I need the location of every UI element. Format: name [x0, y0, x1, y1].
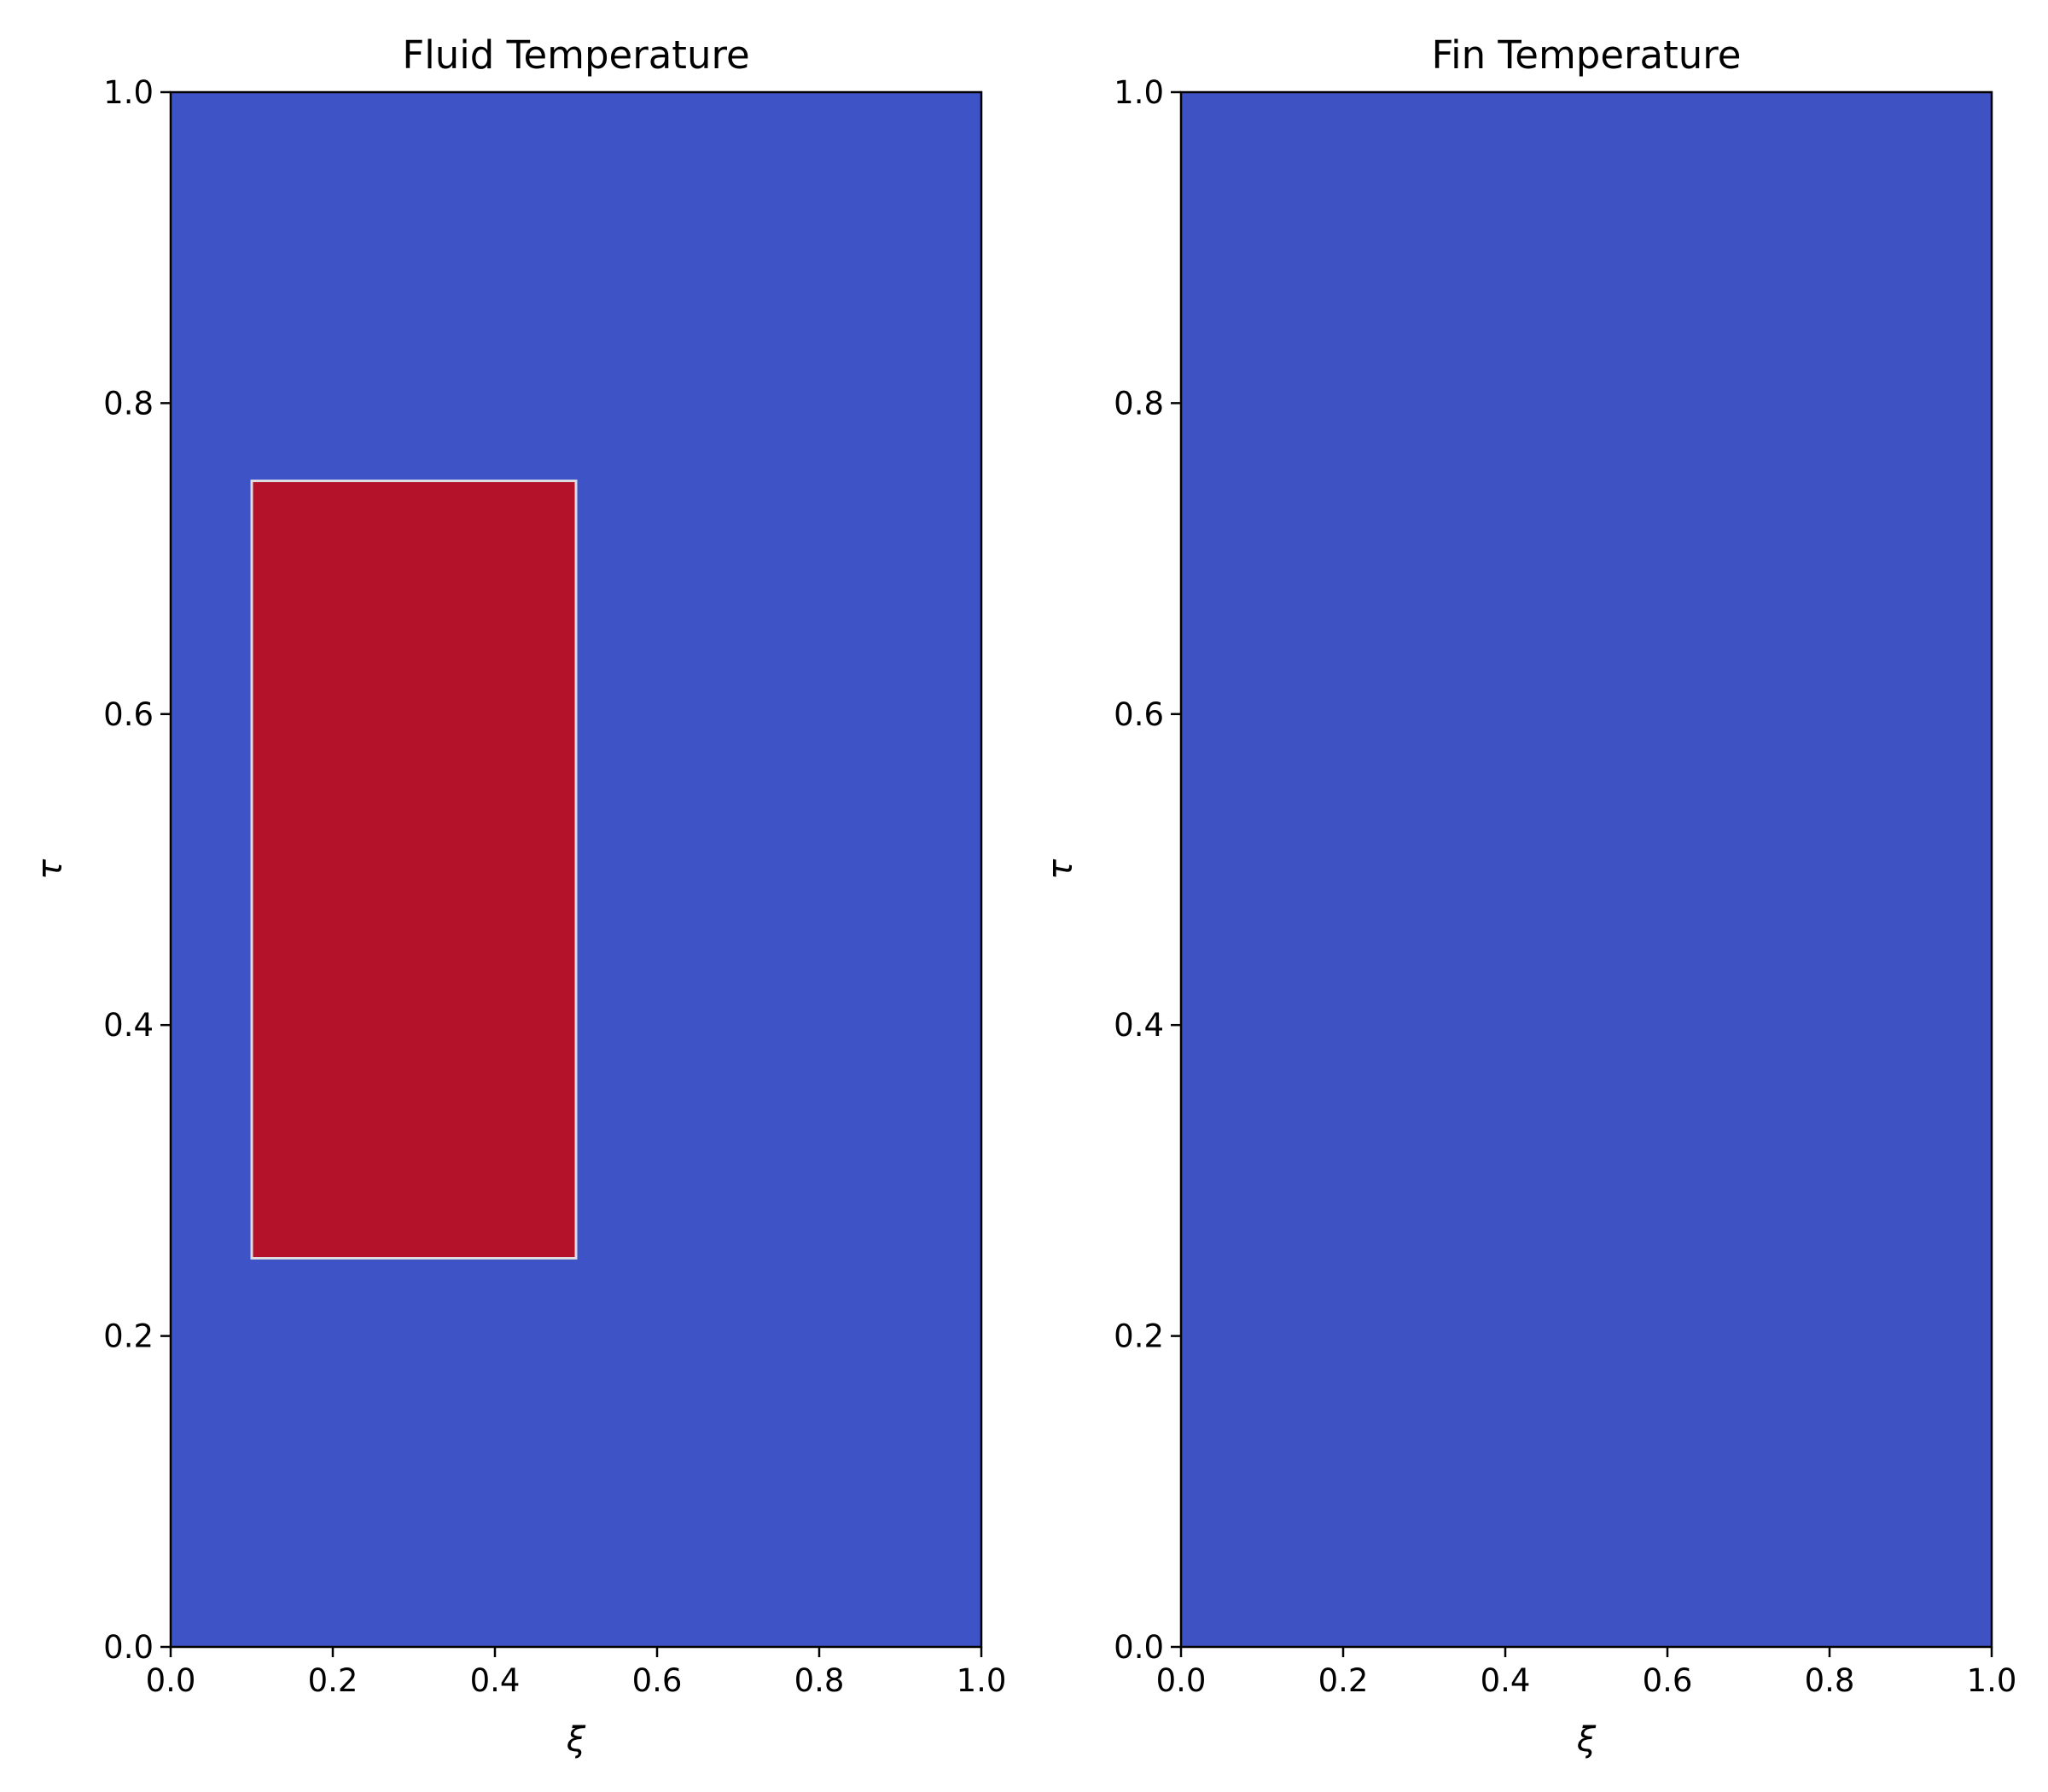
fluid-x-tick-label: 0.8 — [794, 1662, 845, 1699]
fin-contour-band — [1181, 92, 1992, 1647]
fin-y-tick-label: 0.4 — [1114, 1007, 1164, 1044]
fin-y-tick-label: 0.2 — [1114, 1318, 1164, 1355]
fluid-x-tick-label: 0.2 — [308, 1662, 358, 1699]
fin-chart-title: Fin Temperature — [1432, 32, 1742, 78]
fin-plot-area — [1181, 92, 1992, 1647]
fin-x-tick-label: 0.6 — [1643, 1662, 1693, 1699]
fluid-x-tick-label: 1.0 — [957, 1662, 1007, 1699]
fluid-y-ticks: 0.0 0.2 0.4 0.6 0.8 1.0 — [103, 74, 171, 1666]
fluid-x-axis-label: ξ — [566, 1720, 586, 1760]
fin-x-tick-label: 0.8 — [1805, 1662, 1855, 1699]
fluid-chart-title: Fluid Temperature — [402, 32, 749, 78]
fin-x-axis-label: ξ — [1576, 1720, 1597, 1760]
fluid-y-tick-label: 0.6 — [103, 696, 154, 733]
fin-x-ticks: 0.0 0.2 0.4 0.6 0.8 1.0 — [1156, 1647, 2017, 1699]
fin-axes-frame — [1179, 90, 1993, 1649]
fluid-x-tick-label: 0.0 — [146, 1662, 196, 1699]
fluid-x-tick-label: 0.4 — [470, 1662, 521, 1699]
fluid-x-tick-label: 0.6 — [632, 1662, 683, 1699]
fluid-y-axis-label: τ — [31, 858, 70, 880]
fin-x-tick-label: 0.2 — [1318, 1662, 1369, 1699]
fin-y-axis-label: τ — [1041, 858, 1080, 880]
fluid-y-tick-label: 1.0 — [103, 74, 154, 111]
fluid-y-tick-label: 0.8 — [103, 385, 154, 422]
fin-x-tick-label: 0.0 — [1156, 1662, 1207, 1699]
fluid-plot-area — [171, 92, 981, 1647]
fin-y-tick-label: 0.8 — [1114, 385, 1164, 422]
fluid-hot-region — [250, 480, 578, 1260]
fin-temperature-panel: Fin Temperature 0.0 0.2 0.4 0.6 0.8 1.0 0.00.… — [1041, 32, 2017, 1760]
fin-y-tick-label: 1.0 — [1114, 74, 1164, 111]
fin-y-tick-label: 0.6 — [1114, 696, 1164, 733]
fluid-y-tick-label: 0.0 — [103, 1629, 154, 1666]
fin-y-ticks: 0.0 0.2 0.4 0.6 0.8 1.0 — [1114, 74, 1181, 1666]
fluid-x-ticks: 0.0 0.2 0.4 0.6 0.8 1.0 — [146, 1647, 1007, 1699]
fin-x-tick-label: 1.0 — [1967, 1662, 2017, 1699]
fin-y-tick-label: 0.0 — [1114, 1629, 1164, 1666]
fluid-temperature-panel: Fluid Temperature 0.0 0.2 0.4 0.6 0.8 1.0 0.0… — [31, 32, 1006, 1760]
fluid-axes-frame — [169, 90, 983, 1649]
fluid-y-tick-label: 0.4 — [103, 1007, 154, 1044]
fluid-y-tick-label: 0.2 — [103, 1318, 154, 1355]
fin-x-tick-label: 0.4 — [1481, 1662, 1531, 1699]
